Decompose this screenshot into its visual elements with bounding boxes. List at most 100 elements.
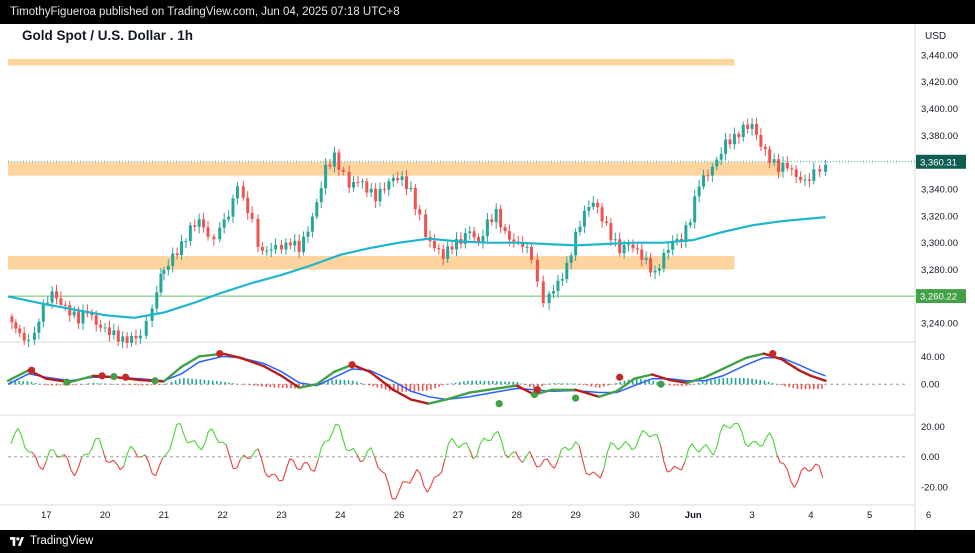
momentum-line-segment [751,440,756,443]
momentum-line-segment [324,440,329,442]
candle-body [400,176,404,180]
last-price-badge [916,154,966,169]
oscillator-histogram-bar [771,382,774,385]
oscillator-histogram-bar [368,384,370,386]
oscillator-histogram-bar [183,378,185,385]
momentum-line-segment [271,473,276,476]
candle-body [560,279,564,281]
oscillator-main-line-segment [315,370,336,386]
momentum-line-segment [183,434,188,444]
oscillator-signal-dot [657,380,665,388]
candle-body [604,221,608,223]
candle-body [125,336,129,343]
candle-body [772,159,776,163]
moving-average-line [7,216,826,319]
momentum-line-segment [786,469,792,482]
oscillator-histogram-bar [335,379,338,385]
oscillator-histogram-bar [652,380,655,385]
oscillator-histogram-bar [71,384,74,386]
candle-body [627,244,631,246]
candle-body [521,242,525,247]
momentum-line-segment [508,452,513,459]
candle-body [781,162,785,172]
candle-body [315,202,319,217]
momentum-line-segment [702,443,707,448]
candle-body [556,280,560,291]
oscillator-histogram-bar [51,384,53,386]
oscillator-histogram-bar [96,383,99,385]
oscillator-histogram-bar [533,384,535,389]
momentum-line-segment [31,451,37,458]
momentum-line-segment [571,441,577,449]
oscillator-main-line-segment [392,388,413,401]
momentum-line-segment [564,446,569,451]
tradingview-logo[interactable]: TradingView [10,530,93,553]
oscillator-histogram-bar [191,378,193,385]
oscillator-histogram-bar [561,383,564,385]
oscillator-histogram-bar [574,383,576,385]
oscillator-histogram-bar [248,384,251,386]
oscillator-histogram-bar [129,384,132,385]
momentum-line-segment [649,434,654,438]
momentum-line-segment [776,454,781,463]
momentum-line-segment [130,445,135,451]
chart-svg[interactable]: 3,440.003,420.003,400.003,380.003,360.00… [0,24,975,530]
candle-body [622,244,626,254]
candle-body [754,123,758,135]
oscillator-histogram-bar [784,384,786,387]
oscillator-histogram-bar [537,384,539,388]
candle-body [280,244,284,250]
candle-body [246,197,250,214]
oscillator-histogram-bar [174,380,177,385]
momentum-line-segment [342,437,347,451]
candle-body [818,169,822,172]
oscillator-histogram-bar [619,381,622,385]
candle-body [424,214,428,237]
oscillator-histogram-bar [47,384,49,386]
momentum-line-segment [811,463,817,471]
time-tick-label: 29 [570,510,581,521]
candle-body [284,242,288,250]
momentum-line-segment [448,438,453,444]
candle-body [162,269,166,274]
oscillator-histogram-bar [376,384,379,388]
tradingview-logo-icon [10,537,24,546]
oscillator-signal-dot [151,377,159,385]
oscillator-histogram-bar [240,384,243,385]
time-tick-label: 30 [629,510,640,521]
oscillator-main-line-segment [574,388,601,398]
candle-body [352,182,356,188]
candle-body [657,268,661,271]
candle-body [360,181,364,183]
candle-body [684,225,688,242]
oscillator-histogram-bar [125,384,128,385]
candle-body [369,188,373,193]
candle-body [175,253,179,256]
momentum-line-segment [335,423,340,426]
momentum-line-segment [663,461,668,473]
time-tick-label: 6 [926,510,931,521]
horizontal-level-badge [916,289,966,304]
momentum-line-segment [208,428,213,432]
oscillator-histogram-bar [450,383,453,385]
momentum-line-segment [17,428,23,436]
momentum-line-segment [45,449,51,462]
momentum-line-segment [553,460,559,469]
momentum-line-segment [35,456,40,467]
chart-area[interactable]: 3,440.003,420.003,400.003,380.003,360.00… [0,24,975,530]
candle-body [525,246,529,248]
candle-body [293,240,297,246]
oscillator-histogram-bar [273,384,276,388]
momentum-line-segment [187,441,192,444]
candle-body [241,186,245,198]
oscillator-histogram-bar [442,384,445,386]
oscillator-histogram-bar [162,384,165,385]
momentum-line-segment [268,473,273,478]
oscillator-histogram-bar [491,381,494,385]
candle-body [405,176,409,190]
candle-body [222,219,226,228]
momentum-line-segment [172,424,178,438]
momentum-line-segment [497,431,503,442]
oscillator-main-line-segment [686,376,707,385]
oscillator-histogram-bar [545,384,547,385]
